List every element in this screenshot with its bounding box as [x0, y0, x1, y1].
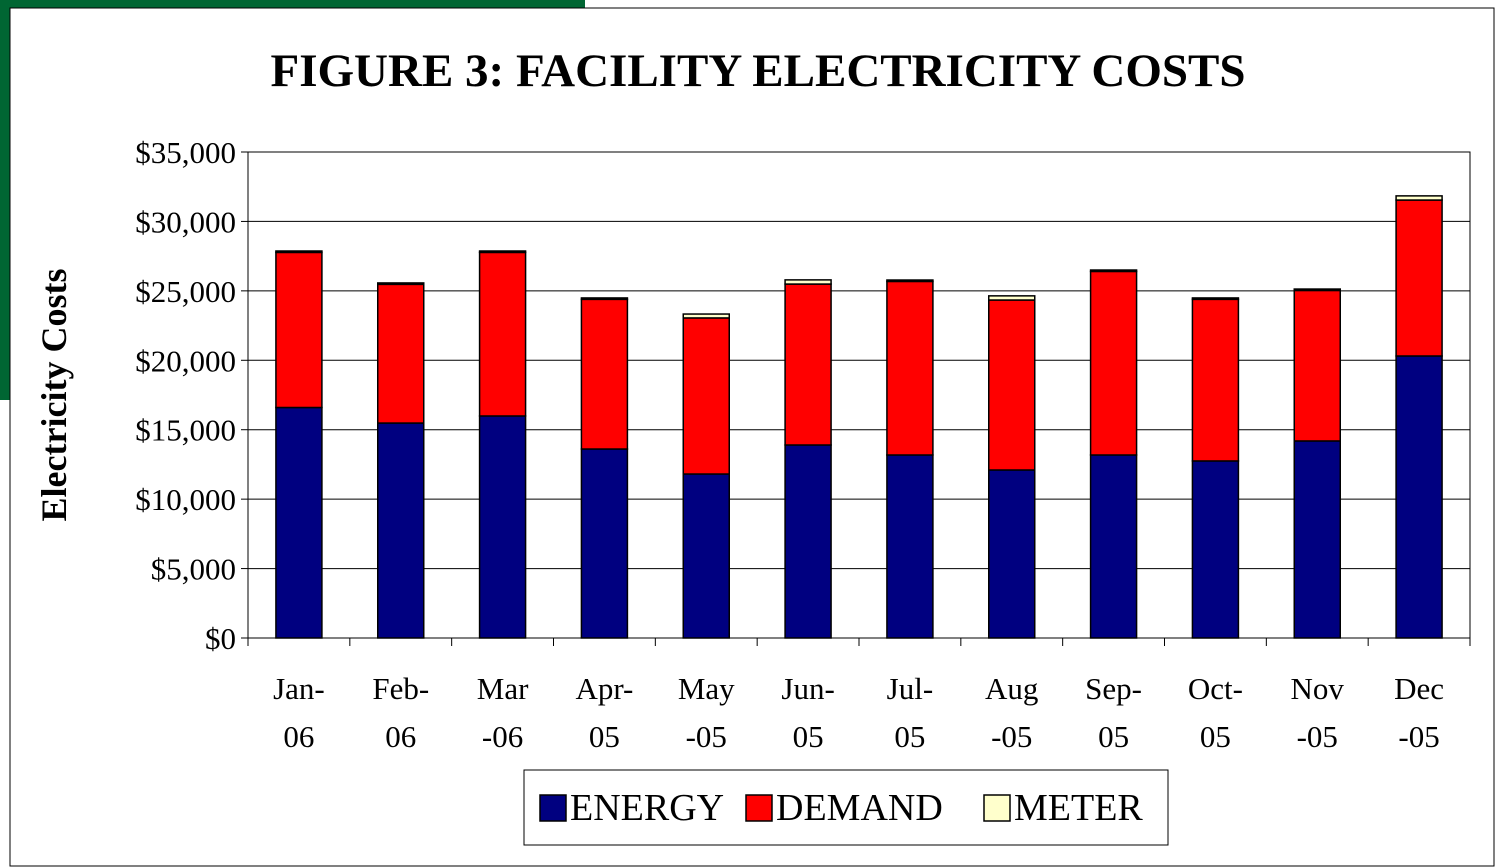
bar-segment	[275, 406, 323, 639]
bar-segment	[1395, 195, 1443, 201]
bar-segment	[988, 469, 1036, 639]
y-tick-label: $0	[205, 621, 236, 656]
bar-segment	[682, 317, 730, 475]
bar-segment	[682, 473, 730, 639]
bar-segment	[1395, 355, 1443, 639]
legend-swatch	[539, 794, 567, 822]
bar-segment	[1395, 199, 1443, 357]
bar-segment	[1293, 289, 1341, 442]
bar-segment	[784, 283, 832, 446]
x-tick-label: Jan-06	[273, 671, 325, 754]
y-tick-label: $25,000	[135, 274, 236, 309]
y-tick-label: $30,000	[135, 204, 236, 239]
bar-segment	[1293, 288, 1341, 292]
y-tick-label: $15,000	[135, 413, 236, 448]
bar-segment	[478, 251, 527, 417]
x-tick-label: Apr-05	[575, 671, 634, 754]
bar-segment	[580, 298, 629, 450]
x-tick-label: Jun-05	[781, 671, 835, 754]
legend-box	[523, 769, 1169, 846]
x-tick-label: Mar-06	[476, 671, 529, 754]
bar-segment	[1191, 297, 1240, 301]
x-tick-label: Nov-05	[1290, 671, 1344, 754]
decor-strip	[0, 0, 585, 10]
bar-segment	[886, 280, 934, 456]
y-axis-label: Electricity Costs	[34, 269, 74, 522]
bar-segment	[1089, 454, 1138, 639]
x-tick-label: Oct-05	[1187, 671, 1243, 754]
bar-segment	[886, 454, 934, 639]
bar-segment	[478, 415, 527, 639]
legend-swatch	[983, 794, 1011, 822]
x-tick-label: Feb-06	[372, 671, 430, 754]
legend-label: ENERGY	[570, 787, 724, 829]
legend-label: METER	[1014, 787, 1143, 829]
y-tick-label: $35,000	[135, 135, 236, 170]
bar-segment	[377, 282, 425, 286]
bar-segment	[1089, 270, 1138, 456]
x-tick-label: May-05	[677, 671, 735, 754]
x-tick-label: Aug-05	[985, 671, 1039, 754]
plot-area	[247, 151, 1471, 639]
bar-segment	[886, 279, 934, 283]
y-tick-label: $20,000	[135, 343, 236, 378]
bar-segment	[988, 295, 1036, 301]
y-tick-label: $10,000	[135, 482, 236, 517]
x-tick-label: Jul-05	[886, 671, 934, 754]
chart-title: FIGURE 3: FACILITY ELECTRICITY COSTS	[271, 45, 1246, 97]
x-tick-label: Sep-05	[1085, 671, 1142, 754]
bar-segment	[1191, 460, 1240, 639]
x-tick-label: Dec-05	[1394, 671, 1445, 754]
decor-bar	[0, 0, 10, 400]
bar-segment	[1191, 298, 1240, 462]
bar-segment	[377, 283, 425, 424]
bar-segment	[580, 297, 629, 301]
legend-label: DEMAND	[776, 787, 943, 829]
bar-segment	[275, 251, 323, 409]
bar-segment	[682, 313, 730, 319]
bar-segment	[377, 422, 425, 639]
y-tick-label: $5,000	[151, 552, 236, 587]
bar-segment	[784, 279, 832, 285]
bar-segment	[275, 250, 323, 254]
legend-swatch	[745, 794, 773, 822]
bar-segment	[1293, 440, 1341, 639]
bar-segment	[988, 299, 1036, 471]
bar-segment	[478, 250, 527, 254]
bar-segment	[580, 448, 629, 639]
bar-segment	[1089, 269, 1138, 273]
bar-segment	[784, 444, 832, 639]
